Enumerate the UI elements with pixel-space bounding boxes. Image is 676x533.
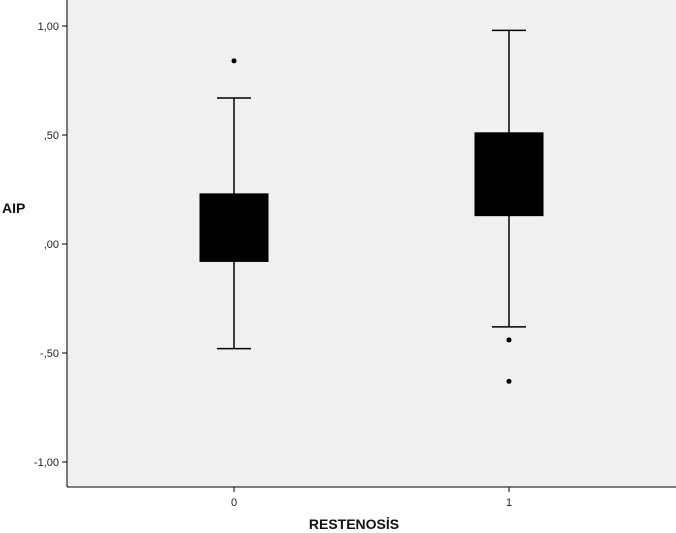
y-axis: 1,00 ,50 ,00 -,50 -1,00: [34, 0, 68, 487]
x-axis-title: RESTENOSİS: [309, 516, 399, 532]
plot-area: [67, 0, 676, 487]
boxes: [199, 29, 544, 384]
y-tick-label: 1,00: [38, 21, 59, 33]
box-rect: [474, 132, 544, 217]
outlier-point: [506, 337, 512, 343]
outlier-point: [231, 58, 237, 64]
y-tick-label: -1,00: [34, 457, 59, 469]
x-tick-label: 0: [231, 497, 237, 509]
box-rect: [199, 193, 269, 262]
x-tick-label: 1: [506, 497, 512, 509]
y-tick-label: ,00: [44, 239, 59, 251]
y-tick-label: -,50: [40, 348, 59, 360]
y-tick-label: ,50: [44, 130, 59, 142]
y-axis-title: AIP: [2, 200, 25, 216]
outlier-point: [506, 378, 512, 384]
